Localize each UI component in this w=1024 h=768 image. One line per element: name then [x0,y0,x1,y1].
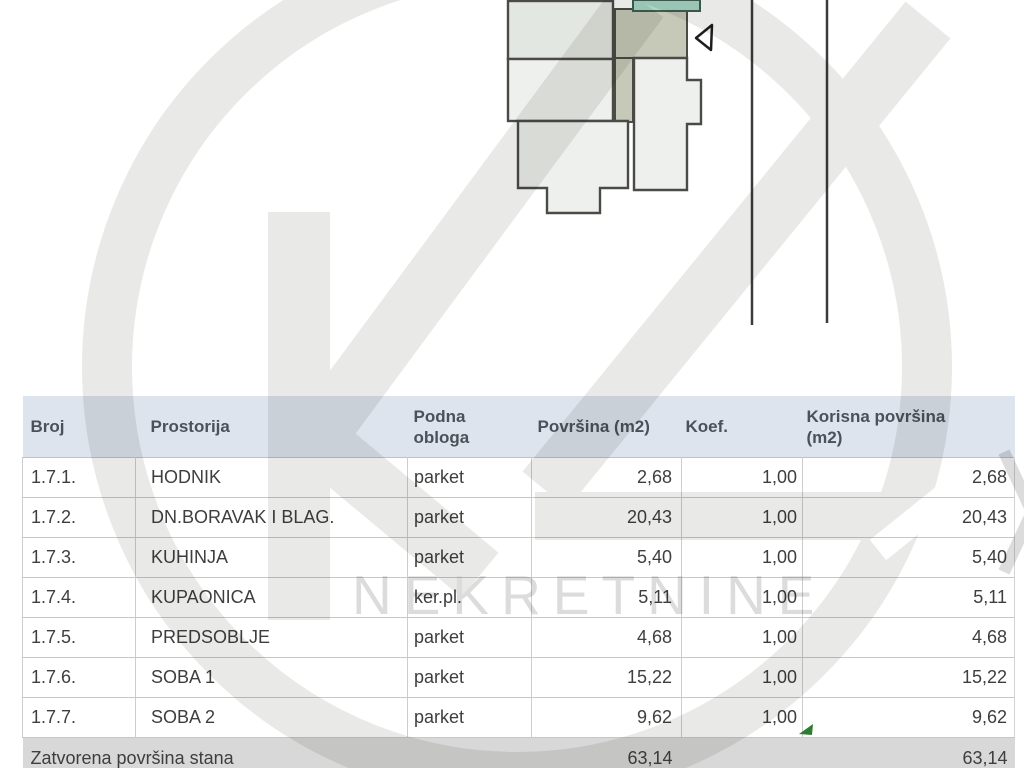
cell-povrsina: 15,22 [531,657,682,698]
table-body: 1.7.1. HODNIK parket 2,68 1,00 2,68 1.7.… [22,457,1015,738]
cell-podna-obloga: parket [407,497,532,538]
table-row: 1.7.5. PREDSOBLJE parket 4,68 1,00 4,68 [22,617,1015,658]
cell-povrsina: 5,40 [531,537,682,578]
cell-koef: 1,00 [681,457,803,498]
left-arrow-marker [694,23,714,52]
cell-korisna: 15,22 [802,657,1015,698]
table-footer-row: Zatvorena površina stana 63,14 63,14 [22,737,1015,768]
floorplan-room-bottom [516,119,630,215]
cell-povrsina: 9,62 [531,697,682,738]
table-row: 1.7.7. SOBA 2 parket 9,62 1,00 9,62 [22,697,1015,738]
cell-broj: 1.7.5. [22,617,136,658]
col-header-broj: Broj [30,417,65,436]
floorplan-room-right [632,56,703,192]
cell-prostorija: KUPAONICA [135,577,408,618]
cell-koef: 1,00 [681,497,803,538]
cell-prostorija: SOBA 2 [135,697,408,738]
cell-korisna: 20,43 [802,497,1015,538]
footer-label: Zatvorena površina stana [22,737,408,768]
cell-podna-obloga: parket [407,697,532,738]
cell-podna-obloga: parket [407,537,532,578]
cell-koef: 1,00 [681,577,803,618]
cell-korisna: 5,11 [802,577,1015,618]
col-header-korisna: Korisna površina (m2) [806,406,946,447]
cell-prostorija: DN.BORAVAK I BLAG. [135,497,408,538]
area-table-wrap: Broj Prostorija Podna obloga Površina (m… [22,396,1015,768]
cell-korisna: 4,68 [802,617,1015,658]
cell-povrsina: 5,11 [531,577,682,618]
table-row: 1.7.6. SOBA 1 parket 15,22 1,00 15,22 [22,657,1015,698]
col-header-koef: Koef. [685,417,729,436]
cell-broj: 1.7.4. [22,577,136,618]
cell-korisna: 2,68 [802,457,1015,498]
cell-koef: 1,00 [681,697,803,738]
table-row: 1.7.3. KUHINJA parket 5,40 1,00 5,40 [22,537,1015,578]
col-header-podna-obloga: Podna obloga [413,406,470,447]
cell-koef: 1,00 [681,537,803,578]
floorplan-balcony-teal [632,0,701,12]
table-row: 1.7.1. HODNIK parket 2,68 1,00 2,68 [22,457,1015,498]
cell-broj: 1.7.1. [22,457,136,498]
cell-povrsina: 2,68 [531,457,682,498]
cell-prostorija: KUHINJA [135,537,408,578]
cell-broj: 1.7.3. [22,537,136,578]
floorplan-room-top [506,0,615,61]
table-row: 1.7.4. KUPAONICA ker.pl. 5,11 1,00 5,11 [22,577,1015,618]
area-table: Broj Prostorija Podna obloga Površina (m… [22,396,1015,768]
cell-korisna: 9,62 [802,697,1015,738]
cell-koef: 1,00 [681,657,803,698]
floorplan-room-mid [506,57,615,123]
cell-podna-obloga: ker.pl. [407,577,532,618]
cell-prostorija: SOBA 1 [135,657,408,698]
floorplan-corridor-strip [614,57,634,123]
table-header-row: Broj Prostorija Podna obloga Površina (m… [22,396,1015,458]
cell-povrsina: 4,68 [531,617,682,658]
cell-broj: 1.7.6. [22,657,136,698]
footer-korisna-total: 63,14 [802,737,1015,768]
footer-povrsina-total: 63,14 [531,737,682,768]
cell-podna-obloga: parket [407,457,532,498]
cell-prostorija: HODNIK [135,457,408,498]
cell-povrsina: 20,43 [531,497,682,538]
cell-broj: 1.7.7. [22,697,136,738]
cell-koef: 1,00 [681,617,803,658]
floorplan-corridor-dark [614,8,688,60]
cell-prostorija: PREDSOBLJE [135,617,408,658]
cell-podna-obloga: parket [407,657,532,698]
table-row: 1.7.2. DN.BORAVAK I BLAG. parket 20,43 1… [22,497,1015,538]
col-header-prostorija: Prostorija [150,417,230,436]
cell-korisna: 5,40 [802,537,1015,578]
cell-podna-obloga: parket [407,617,532,658]
cell-broj: 1.7.2. [22,497,136,538]
col-header-povrsina: Površina (m2) [537,417,650,436]
